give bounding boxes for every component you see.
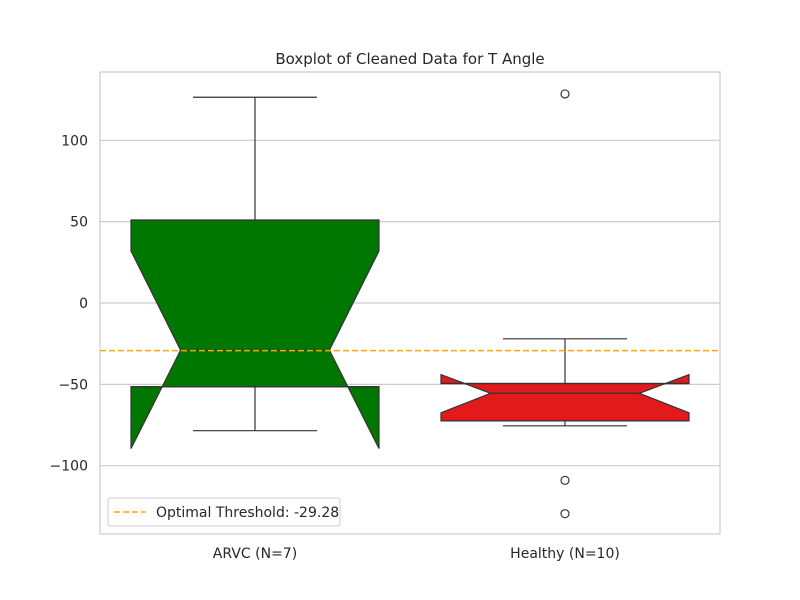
y-tick-label: 100 — [61, 133, 88, 149]
box-group — [130, 96, 380, 449]
chart-title: Boxplot of Cleaned Data for T Angle — [275, 50, 544, 68]
box-group — [440, 89, 690, 519]
y-tick-label: 50 — [70, 215, 88, 231]
plot-layer — [100, 89, 720, 519]
outlier-point — [560, 475, 570, 485]
outlier-point — [560, 509, 570, 519]
outlier-point — [560, 89, 570, 99]
x-tick-label: ARVC (N=7) — [213, 546, 297, 562]
y-tick-label: 0 — [79, 296, 88, 312]
plot-frame — [99, 71, 721, 535]
legend-box — [107, 497, 341, 527]
y-tick-label: −100 — [50, 459, 88, 475]
axis-layer: −100 −50 0 50 100 ARVC (N=7) Healthy (N=10) — [50, 133, 620, 562]
y-tick-label: −50 — [58, 377, 88, 393]
legend: Optimal Threshold: -29.28 — [107, 497, 341, 527]
x-tick-label: Healthy (N=10) — [510, 546, 620, 562]
legend-threshold-label: Optimal Threshold: -29.28 — [156, 505, 339, 521]
